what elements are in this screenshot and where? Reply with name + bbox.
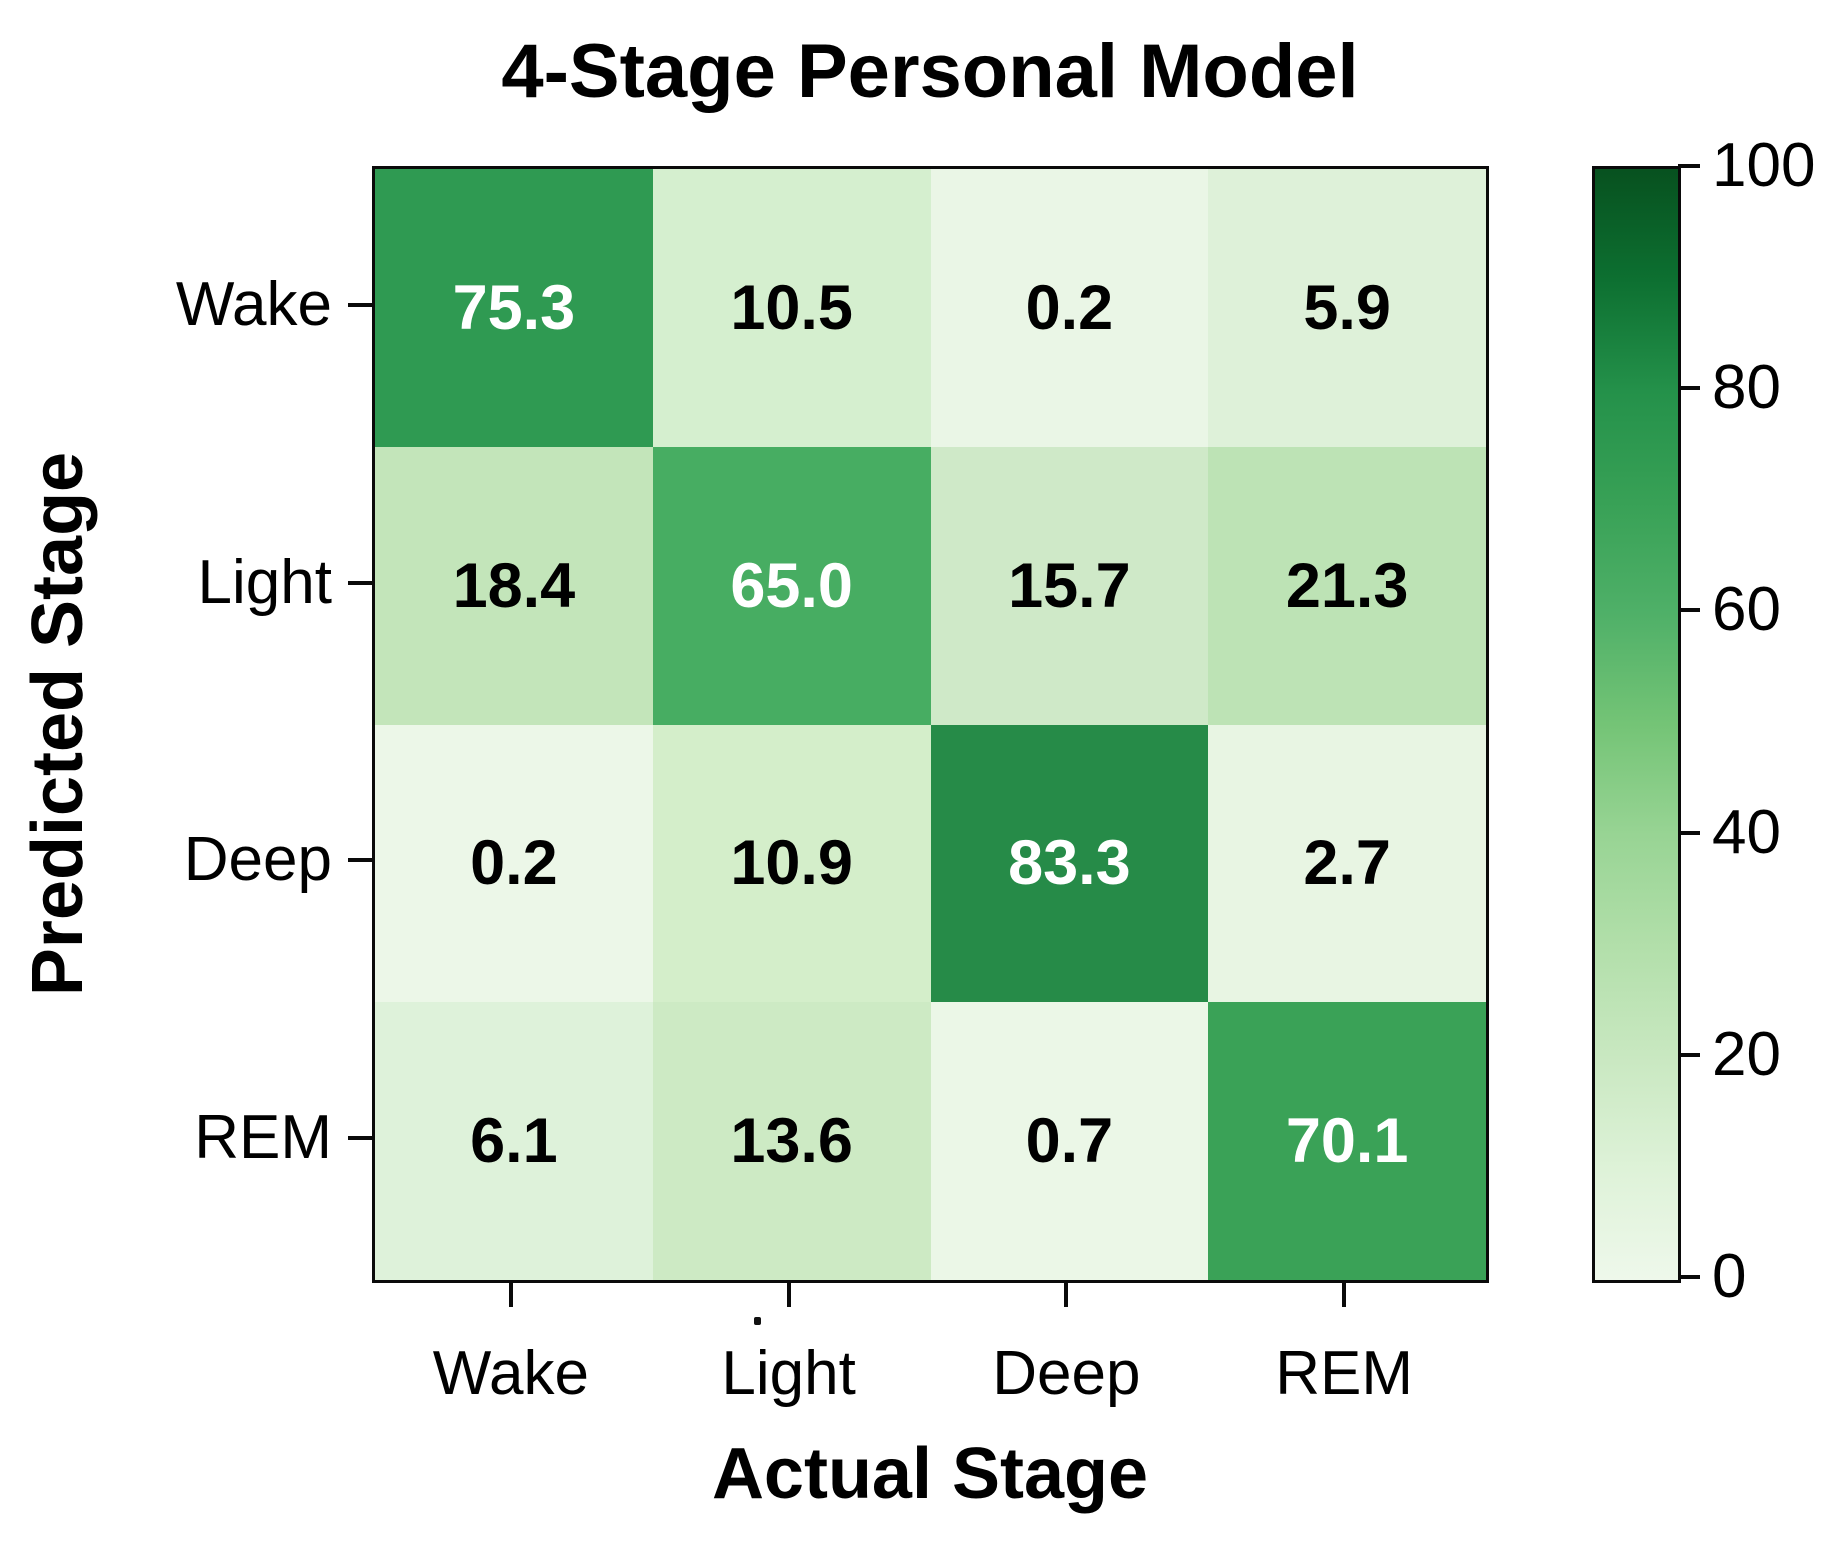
y-tick-mark-light	[348, 580, 372, 585]
colorbar-tick-mark-100	[1678, 164, 1700, 168]
y-tick-mark-wake	[348, 302, 372, 307]
heatmap-cell-wake-deep: 0.2	[930, 169, 1209, 447]
y-tick-label-light: Light	[197, 547, 332, 617]
heatmap-cell-wake-wake: 75.3	[375, 169, 653, 447]
x-tick-mark-wake	[508, 1283, 513, 1307]
heatmap-cell-rem-deep: 0.7	[930, 1002, 1209, 1280]
x-tick-label-light: Light	[721, 1339, 856, 1408]
x-tick-label-rem: REM	[1275, 1339, 1414, 1408]
x-tick-mark-deep	[1064, 1283, 1069, 1307]
colorbar-tick-mark-80	[1678, 386, 1700, 391]
stray-dot-artifact	[754, 1317, 761, 1325]
y-tick-mark-rem	[348, 1136, 372, 1141]
colorbar-tick-mark-60	[1678, 608, 1700, 613]
colorbar-tick-label-60: 60	[1712, 575, 1781, 645]
y-tick-label-wake: Wake	[175, 269, 332, 339]
heatmap-cell-wake-light: 10.5	[652, 169, 931, 447]
colorbar-tick-label-100: 100	[1712, 131, 1816, 200]
y-tick-mark-deep	[348, 858, 372, 863]
heatmap-cell-light-light: 65.0	[652, 446, 931, 725]
colorbar-tick-label-20: 20	[1712, 1019, 1781, 1089]
x-axis-label: Actual Stage	[711, 1434, 1149, 1514]
x-tick-mark-light	[786, 1283, 791, 1307]
colorbar-tick-label-40: 40	[1712, 797, 1781, 867]
colorbar-tick-mark-40	[1678, 830, 1700, 835]
heatmap-cell-deep-rem: 2.7	[1208, 724, 1486, 1003]
heatmap-cell-light-wake: 18.4	[375, 446, 653, 725]
heatmap-cell-wake-rem: 5.9	[1208, 169, 1486, 447]
colorbar-tick-mark-0	[1678, 1275, 1700, 1279]
colorbar	[1592, 166, 1681, 1283]
colorbar-tick-label-80: 80	[1712, 353, 1781, 423]
x-tick-label-wake: Wake	[432, 1339, 589, 1408]
chart-title: 4-Stage Personal Model	[501, 29, 1359, 114]
x-tick-mark-rem	[1342, 1283, 1347, 1307]
heatmap-cell-deep-deep: 83.3	[930, 724, 1209, 1003]
heatmap-cell-light-rem: 21.3	[1208, 446, 1486, 725]
colorbar-tick-mark-20	[1678, 1052, 1700, 1057]
heatmap-cell-deep-wake: 0.2	[375, 724, 653, 1003]
heatmap-matrix: 75.3 10.5 0.2 5.9 18.4 65.0 15.7 21.3 0.2 10.9 83.…	[372, 166, 1489, 1283]
heatmap-cell-rem-rem: 70.1	[1208, 1002, 1486, 1280]
heatmap-cell-light-deep: 15.7	[930, 446, 1209, 725]
y-axis-label: Predicted Stage	[18, 451, 98, 997]
colorbar-tick-label-0: 0	[1712, 1242, 1747, 1311]
heatmap-cell-deep-light: 10.9	[652, 724, 931, 1003]
y-tick-label-rem: REM	[194, 1103, 332, 1173]
heatmap-cell-rem-light: 13.6	[652, 1002, 931, 1280]
heatmap-cell-rem-wake: 6.1	[375, 1002, 653, 1280]
y-tick-label-deep: Deep	[183, 825, 332, 895]
x-tick-label-deep: Deep	[992, 1339, 1141, 1408]
